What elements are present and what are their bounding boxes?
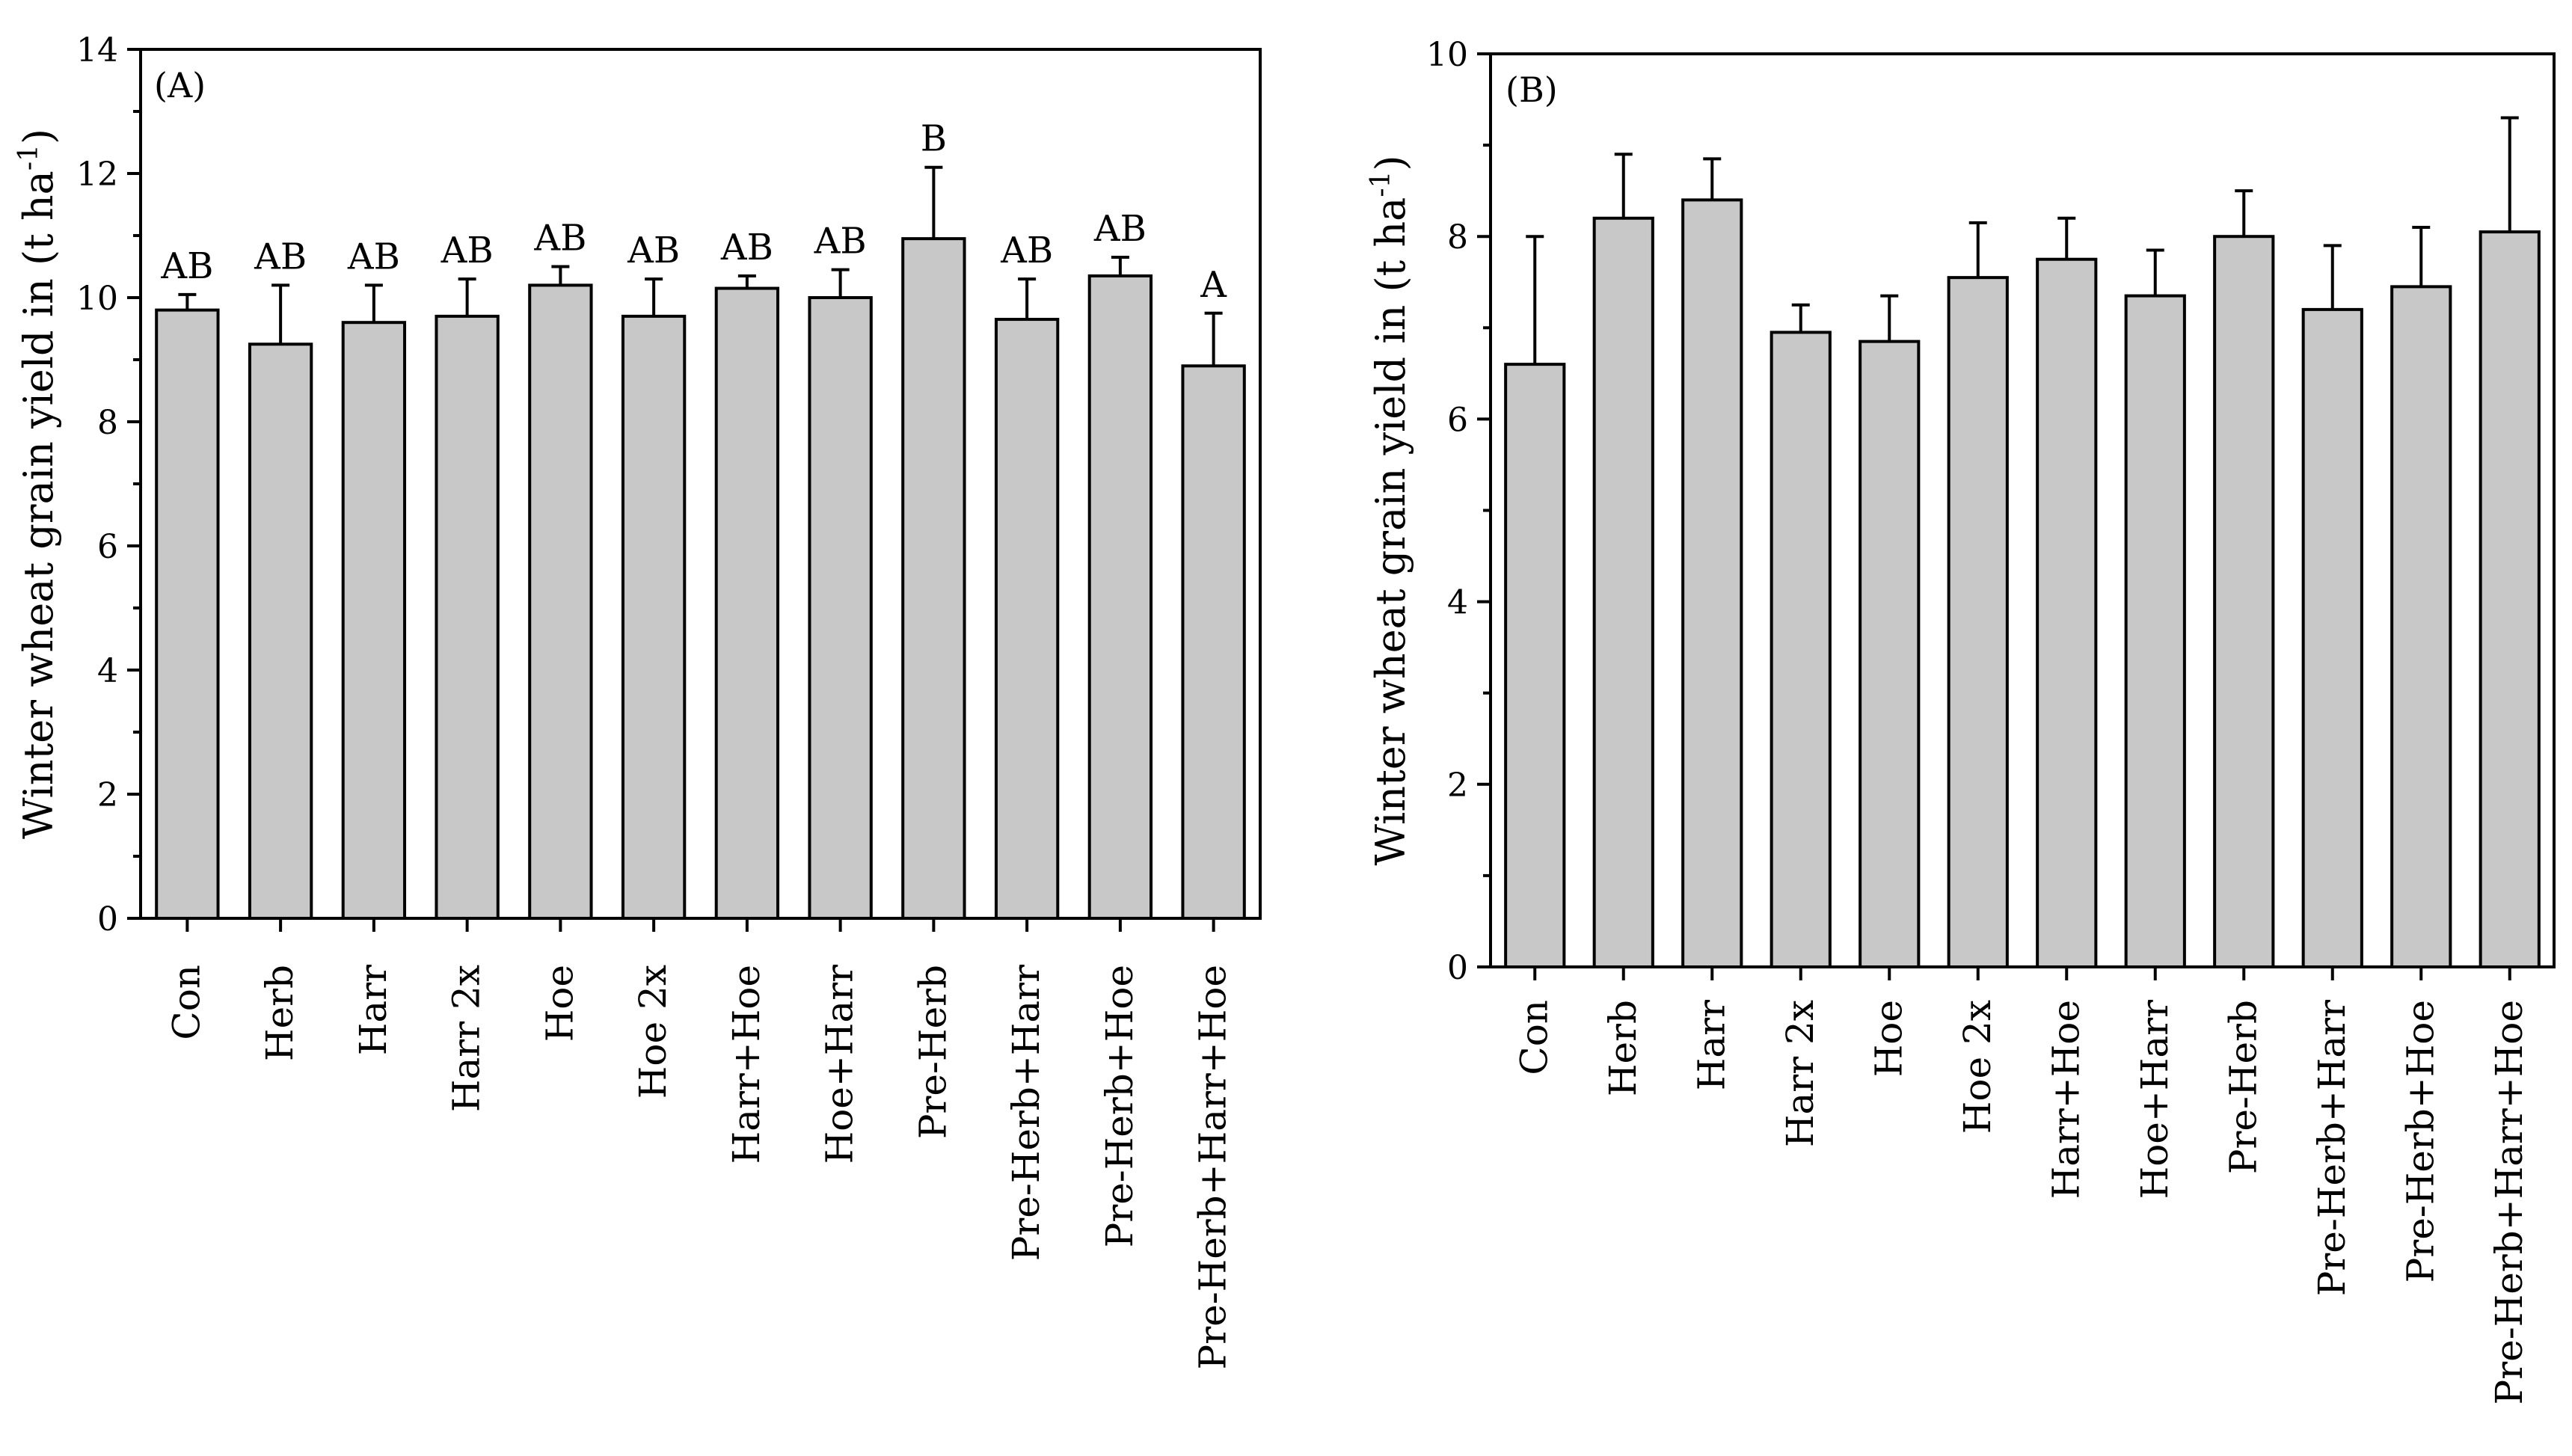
panel-a-significance-letter: AB: [627, 230, 680, 271]
panel-a-y-tick-label: 2: [97, 776, 118, 814]
panel-a-category-label: Pre-Herb+Hoe: [1098, 965, 1141, 1247]
panel-a-significance-letter: AB: [441, 230, 494, 271]
panel-b-y-tick-label: 0: [1447, 949, 1468, 987]
panel-a-y-tick-label: 6: [97, 528, 118, 566]
panel-a-bar: [1181, 364, 1246, 920]
panel-b-bar: [2301, 307, 2363, 968]
panel-b-category-label: Con: [1512, 1000, 1556, 1075]
panel-a-significance-letter: AB: [347, 236, 400, 277]
panel-b-bar: [1592, 216, 1654, 968]
panel-a-significance-letter: AB: [254, 236, 307, 277]
panel-a-y-tick-label: 12: [76, 156, 118, 194]
panel-b-category-label: Pre-Herb+Harr+Hoe: [2487, 1000, 2531, 1404]
panel-a-panel-label: (A): [154, 65, 206, 105]
panel-a-bar: [155, 308, 220, 921]
panel-a: AB AB AB AB AB AB AB AB B AB AB A 0 2 4 6 8 10 12 14 Con Herb…: [13, 31, 1262, 1369]
panel-a-significance-letter: AB: [720, 227, 773, 268]
panel-a-bar: [435, 314, 500, 920]
panel-a-bar: [528, 283, 593, 920]
panel-b-category-label: Pre-Herb: [2221, 1000, 2265, 1174]
panel-b-y-tick-label: 6: [1447, 401, 1468, 439]
panel-a-y-tick-label: 8: [97, 404, 118, 442]
panel-a-bar: [248, 343, 313, 920]
panel-b-category-label: Harr 2x: [1778, 1000, 1822, 1147]
panel-a-category-label: Harr+Hoe: [725, 965, 768, 1164]
panel-a-category-label: Pre-Herb: [911, 965, 954, 1139]
panel-a-y-tick-label: 4: [97, 652, 118, 690]
panel-a-significance-letter: B: [921, 118, 947, 160]
panel-b-bar: [2036, 257, 2098, 969]
panel-a-category-label: Hoe: [538, 965, 581, 1042]
panel-a-bar: [994, 318, 1060, 920]
panel-a-bar: [808, 296, 873, 920]
panel-b-category-label: Harr: [1689, 1000, 1733, 1090]
panel-b-bar: [2479, 230, 2541, 969]
panel-b-category-label: Pre-Herb+Harr: [2310, 1000, 2354, 1296]
panel-a-bar: [1087, 274, 1153, 920]
panel-a-category-label: Herb: [258, 965, 301, 1061]
panel-b-category-label: Pre-Herb+Hoe: [2398, 1000, 2442, 1283]
panel-a-category-label: Pre-Herb+Harr: [1004, 965, 1048, 1261]
panel-b-panel-label: (B): [1506, 70, 1558, 110]
panel-b-bar: [1859, 340, 1921, 968]
panel-b-category-label: Herb: [1601, 1000, 1645, 1096]
panel-b-bar: [2390, 285, 2452, 969]
panel-a-significance-letter: AB: [814, 221, 867, 262]
panel-b-bar: [1947, 276, 2009, 968]
panel-b-bar: [1504, 363, 1566, 968]
panel-b-bar: [2124, 294, 2186, 968]
panel-a-category-label: Harr 2x: [445, 965, 488, 1112]
panel-a-y-tick-label: 14: [76, 31, 118, 70]
panel-a-bar: [341, 321, 407, 920]
panel-a-category-label: Con: [165, 965, 208, 1040]
panel-a-bar: [901, 237, 966, 920]
panel-a-bar: [714, 286, 780, 920]
panel-a-category-label: Hoe 2x: [631, 965, 675, 1099]
panel-b: 0 2 4 6 8 10 Con Herb Harr Harr 2x Hoe Hoe 2x Harr+H…: [1366, 36, 2556, 1404]
panel-a-y-tick-label: 0: [97, 900, 118, 939]
panel-a-y-axis-title: Winter wheat grain yield in (t ha-1): [13, 129, 63, 839]
panel-a-significance-letter: AB: [160, 245, 213, 287]
panel-a-category-label: Hoe+Harr: [818, 965, 862, 1164]
panel-b-y-tick-label: 8: [1447, 218, 1468, 257]
panel-b-y-axis-title: Winter wheat grain yield in (t ha-1): [1366, 155, 1415, 865]
panel-b-bar: [1770, 331, 1832, 968]
panel-b-category-label: Hoe: [1867, 1000, 1910, 1077]
panel-b-bar: [1681, 198, 1743, 968]
panel-a-significance-letter: AB: [1000, 230, 1053, 271]
panel-a-significance-letter: A: [1200, 264, 1227, 306]
panel-b-category-label: Hoe 2x: [1956, 1000, 1999, 1134]
panel-a-significance-letter: AB: [533, 218, 586, 259]
panel-b-category-label: Harr+Hoe: [2044, 1000, 2087, 1199]
panel-b-bar: [2213, 235, 2275, 968]
panel-b-category-label: Hoe+Harr: [2133, 1000, 2176, 1199]
panel-b-y-tick-label: 10: [1426, 36, 1468, 74]
panel-a-bar: [621, 314, 687, 920]
panel-b-y-tick-label: 2: [1447, 767, 1468, 805]
panel-a-category-label: Pre-Herb+Harr+Hoe: [1191, 965, 1235, 1369]
panel-b-y-tick-label: 4: [1447, 584, 1468, 622]
panel-a-y-tick-label: 10: [76, 280, 118, 318]
panel-a-category-label: Harr: [352, 965, 395, 1055]
panel-a-significance-letter: AB: [1093, 208, 1147, 250]
